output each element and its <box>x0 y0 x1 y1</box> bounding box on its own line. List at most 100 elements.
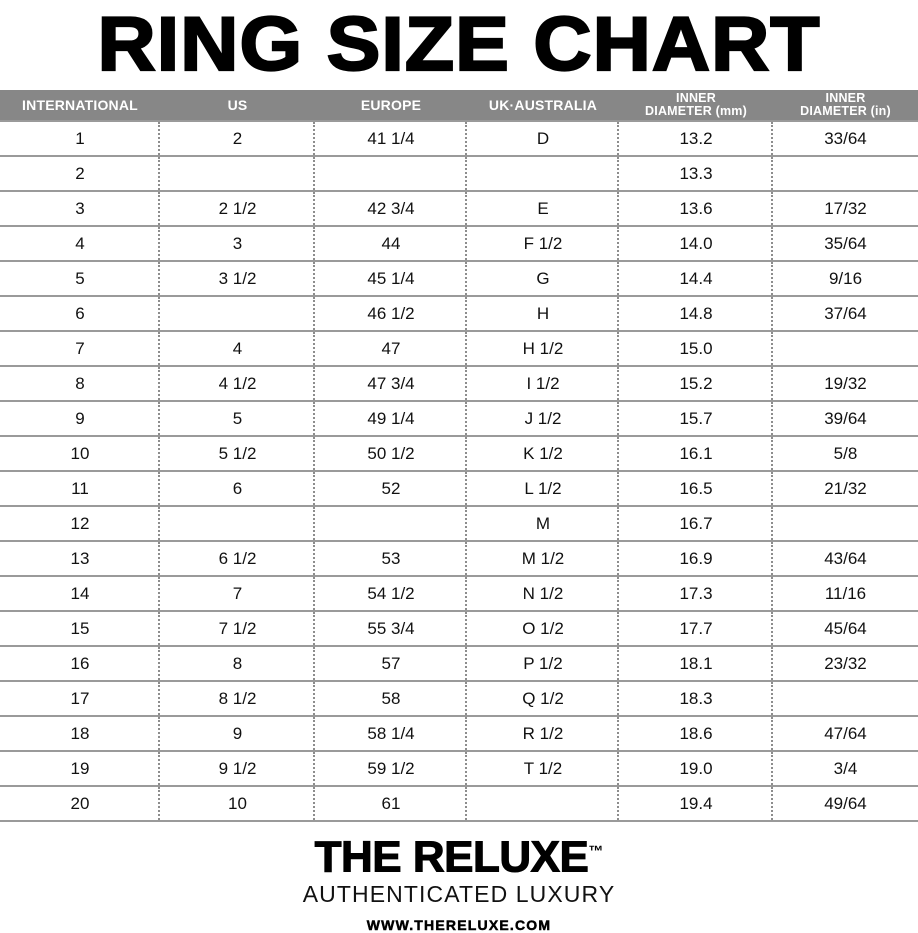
cell-international: 13 <box>0 540 160 576</box>
cell-uk_australia: R 1/2 <box>467 715 619 751</box>
table-row: 7 4 47 H 1/2 15.0 <box>0 330 918 366</box>
cell-international: 10 <box>0 435 160 471</box>
cell-international: 19 <box>0 750 160 786</box>
cell-international: 17 <box>0 680 160 716</box>
cell-us <box>160 155 315 191</box>
cell-europe: 57 <box>315 645 467 681</box>
title-bar: RING SIZE CHART <box>0 0 918 90</box>
column-header-line: INTERNATIONAL <box>22 96 138 113</box>
table-row: 17 8 1/2 58 Q 1/2 18.3 <box>0 680 918 716</box>
cell-europe: 45 1/4 <box>315 260 467 296</box>
table-row: 12 M 16.7 <box>0 505 918 541</box>
cell-international: 11 <box>0 470 160 506</box>
column-header-line: DIAMETER (mm) <box>645 104 747 118</box>
cell-uk_australia: O 1/2 <box>467 610 619 646</box>
table-row: 4 3 44 F 1/2 14.0 35/64 <box>0 225 918 261</box>
column-header-line: US <box>227 96 248 113</box>
cell-inner_mm: 15.7 <box>619 400 773 436</box>
cell-inner_in: 9/16 <box>773 260 918 296</box>
cell-uk_australia: D <box>467 120 619 156</box>
cell-europe: 58 1/4 <box>315 715 467 751</box>
cell-us: 5 1/2 <box>160 435 315 471</box>
cell-europe: 47 3/4 <box>315 365 467 401</box>
table-row: 1 2 41 1/4 D 13.2 33/64 <box>0 120 918 156</box>
cell-us: 5 <box>160 400 315 436</box>
column-header-international: INTERNATIONAL <box>0 90 160 121</box>
cell-international: 7 <box>0 330 160 366</box>
cell-uk_australia: E <box>467 190 619 226</box>
cell-uk_australia: P 1/2 <box>467 645 619 681</box>
cell-international: 1 <box>0 120 160 156</box>
cell-uk_australia: H 1/2 <box>467 330 619 366</box>
cell-international: 8 <box>0 365 160 401</box>
cell-inner_mm: 13.2 <box>619 120 773 156</box>
cell-us: 3 1/2 <box>160 260 315 296</box>
cell-inner_mm: 18.1 <box>619 645 773 681</box>
cell-inner_in <box>773 330 918 366</box>
cell-europe: 55 3/4 <box>315 610 467 646</box>
cell-inner_mm: 17.7 <box>619 610 773 646</box>
cell-us: 8 <box>160 645 315 681</box>
cell-uk_australia: J 1/2 <box>467 400 619 436</box>
column-header-us: US <box>160 90 315 121</box>
cell-us: 4 <box>160 330 315 366</box>
cell-inner_mm: 19.0 <box>619 750 773 786</box>
cell-international: 6 <box>0 295 160 331</box>
cell-uk_australia: M 1/2 <box>467 540 619 576</box>
cell-inner_in: 3/4 <box>773 750 918 786</box>
cell-europe: 49 1/4 <box>315 400 467 436</box>
column-header-europe: EUROPE <box>315 90 467 121</box>
cell-inner_mm: 14.8 <box>619 295 773 331</box>
cell-europe: 41 1/4 <box>315 120 467 156</box>
table-header-row: INTERNATIONAL US EUROPE UK·AUSTRALIA INNER DI… <box>0 90 918 121</box>
cell-uk_australia: H <box>467 295 619 331</box>
ring-size-table: INTERNATIONAL US EUROPE UK·AUSTRALIA INNER DI… <box>0 90 918 822</box>
cell-inner_in <box>773 680 918 716</box>
cell-inner_in: 39/64 <box>773 400 918 436</box>
column-header-inner_mm: INNER DIAMETER (mm) <box>619 90 773 121</box>
cell-inner_in: 35/64 <box>773 225 918 261</box>
cell-inner_mm: 13.3 <box>619 155 773 191</box>
cell-europe: 52 <box>315 470 467 506</box>
column-header-line: EUROPE <box>360 96 422 113</box>
cell-europe: 53 <box>315 540 467 576</box>
cell-inner_mm: 18.6 <box>619 715 773 751</box>
cell-inner_in: 17/32 <box>773 190 918 226</box>
cell-inner_mm: 16.9 <box>619 540 773 576</box>
cell-uk_australia <box>467 785 619 822</box>
cell-international: 18 <box>0 715 160 751</box>
cell-us: 8 1/2 <box>160 680 315 716</box>
cell-us: 9 <box>160 715 315 751</box>
cell-international: 3 <box>0 190 160 226</box>
table-row: 19 9 1/2 59 1/2 T 1/2 19.0 3/4 <box>0 750 918 786</box>
cell-international: 16 <box>0 645 160 681</box>
table-row: 18 9 58 1/4 R 1/2 18.6 47/64 <box>0 715 918 751</box>
cell-international: 9 <box>0 400 160 436</box>
cell-us: 2 1/2 <box>160 190 315 226</box>
table-row: 14 7 54 1/2 N 1/2 17.3 11/16 <box>0 575 918 611</box>
cell-inner_mm: 19.4 <box>619 785 773 822</box>
cell-inner_mm: 16.5 <box>619 470 773 506</box>
cell-international: 2 <box>0 155 160 191</box>
cell-europe: 47 <box>315 330 467 366</box>
cell-europe: 54 1/2 <box>315 575 467 611</box>
cell-uk_australia: F 1/2 <box>467 225 619 261</box>
cell-europe: 50 1/2 <box>315 435 467 471</box>
cell-europe <box>315 505 467 541</box>
cell-inner_mm: 14.4 <box>619 260 773 296</box>
cell-us: 3 <box>160 225 315 261</box>
cell-inner_in: 5/8 <box>773 435 918 471</box>
column-header-line: INNER <box>676 91 716 105</box>
cell-international: 4 <box>0 225 160 261</box>
cell-uk_australia: T 1/2 <box>467 750 619 786</box>
cell-uk_australia: N 1/2 <box>467 575 619 611</box>
cell-europe: 46 1/2 <box>315 295 467 331</box>
cell-inner_in: 45/64 <box>773 610 918 646</box>
table-row: 10 5 1/2 50 1/2 K 1/2 16.1 5/8 <box>0 435 918 471</box>
cell-us: 2 <box>160 120 315 156</box>
table-row: 9 5 49 1/4 J 1/2 15.7 39/64 <box>0 400 918 436</box>
column-header-line: DIAMETER (in) <box>800 104 891 118</box>
table-row: 13 6 1/2 53 M 1/2 16.9 43/64 <box>0 540 918 576</box>
cell-us: 6 1/2 <box>160 540 315 576</box>
